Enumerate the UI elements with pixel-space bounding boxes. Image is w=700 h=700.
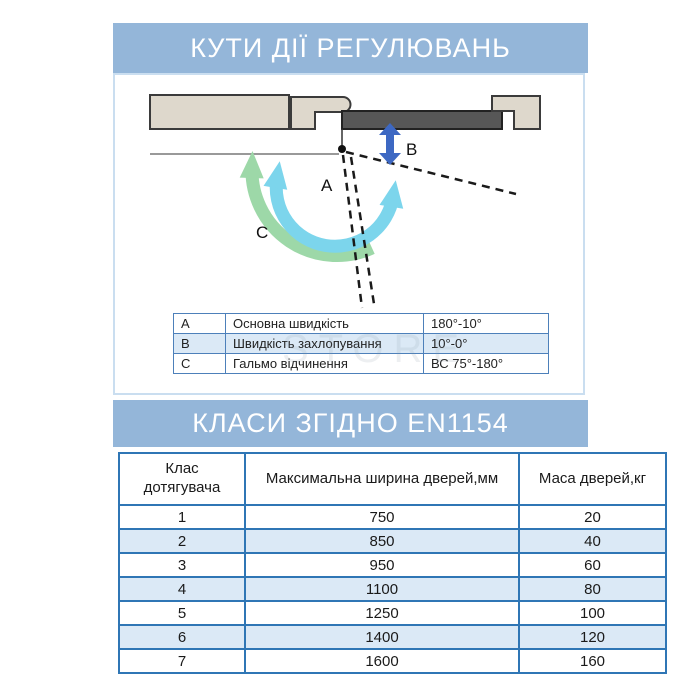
class-number: 5 bbox=[118, 600, 246, 626]
max-width-value: 1100 bbox=[244, 576, 520, 602]
door-open-position-line bbox=[345, 150, 517, 196]
adjustments-table: A Основна швидкість 180°-10° B Швидкість… bbox=[173, 313, 549, 374]
header-door-mass: Маса дверей,кг bbox=[518, 452, 667, 506]
class-row: 3 950 60 bbox=[118, 552, 667, 578]
section-title-classes-bar: КЛАСИ ЗГІДНО EN1154 bbox=[113, 400, 588, 447]
adjustment-range: ВС 75°-180° bbox=[423, 353, 549, 374]
mass-value: 100 bbox=[518, 600, 667, 626]
arc-c-opening-brake-icon bbox=[239, 151, 375, 263]
arrow-b-latch-speed-icon bbox=[379, 123, 401, 165]
class-row: 1 750 20 bbox=[118, 504, 667, 530]
section-title-angles-bar: КУТИ ДІЇ РЕГУЛЮВАНЬ bbox=[113, 23, 588, 73]
adjustment-key: A bbox=[173, 313, 226, 334]
max-width-value: 750 bbox=[244, 504, 520, 530]
max-width-value: 1250 bbox=[244, 600, 520, 626]
class-number: 3 bbox=[118, 552, 246, 578]
class-row: 7 1600 160 bbox=[118, 648, 667, 674]
arc-a-main-speed-icon bbox=[263, 161, 404, 253]
diagram-label-c: C bbox=[256, 223, 268, 242]
mass-value: 20 bbox=[518, 504, 667, 530]
adjustment-range: 10°-0° bbox=[423, 333, 549, 354]
adjustments-row-a: A Основна швидкість 180°-10° bbox=[173, 313, 549, 334]
diagram-label-b: B bbox=[406, 140, 417, 159]
adjustments-row-b: B Швидкість захлопування 10°-0° bbox=[173, 333, 549, 354]
door-frame-right bbox=[491, 95, 541, 130]
section-title-angles: КУТИ ДІЇ РЕГУЛЮВАНЬ bbox=[190, 32, 511, 63]
mass-value: 80 bbox=[518, 576, 667, 602]
door-ajar-line-1 bbox=[341, 154, 364, 309]
wall-section-left bbox=[149, 94, 290, 130]
adjustment-key: C bbox=[173, 353, 226, 374]
adjustment-desc: Основна швидкість bbox=[225, 313, 424, 334]
mass-value: 120 bbox=[518, 624, 667, 650]
max-width-value: 850 bbox=[244, 528, 520, 554]
max-width-value: 1400 bbox=[244, 624, 520, 650]
door-leaf-closed bbox=[341, 110, 503, 130]
max-width-value: 950 bbox=[244, 552, 520, 578]
class-number: 2 bbox=[118, 528, 246, 554]
mass-value: 160 bbox=[518, 648, 667, 674]
door-ajar-line-2 bbox=[349, 156, 376, 305]
class-row: 5 1250 100 bbox=[118, 600, 667, 626]
class-row: 6 1400 120 bbox=[118, 624, 667, 650]
mass-value: 60 bbox=[518, 552, 667, 578]
header-closer-class: Клас дотягувача bbox=[118, 452, 246, 506]
mass-value: 40 bbox=[518, 528, 667, 554]
adjustment-desc: Швидкість захлопування bbox=[225, 333, 424, 354]
hinge-point bbox=[338, 145, 346, 153]
adjustment-key: B bbox=[173, 333, 226, 354]
adjustments-row-c: C Гальмо відчинення ВС 75°-180° bbox=[173, 353, 549, 374]
en1154-classes-table: Клас дотягувача Максимальна ширина двере… bbox=[118, 452, 667, 674]
class-row: 2 850 40 bbox=[118, 528, 667, 554]
diagram-label-a: A bbox=[321, 176, 333, 195]
max-width-value: 1600 bbox=[244, 648, 520, 674]
adjustment-desc: Гальмо відчинення bbox=[225, 353, 424, 374]
section-title-classes: КЛАСИ ЗГІДНО EN1154 bbox=[192, 408, 509, 438]
adjustment-range: 180°-10° bbox=[423, 313, 549, 334]
class-number: 6 bbox=[118, 624, 246, 650]
class-number: 1 bbox=[118, 504, 246, 530]
class-number: 7 bbox=[118, 648, 246, 674]
class-number: 4 bbox=[118, 576, 246, 602]
door-top-view-diagram: A B C bbox=[149, 94, 541, 309]
classes-header-row: Клас дотягувача Максимальна ширина двере… bbox=[118, 452, 667, 506]
class-row: 4 1100 80 bbox=[118, 576, 667, 602]
diagram-panel: A B C A Основна швидкість 180°-10° B Шви… bbox=[113, 73, 585, 395]
header-max-door-width: Максимальна ширина дверей,мм bbox=[244, 452, 520, 506]
